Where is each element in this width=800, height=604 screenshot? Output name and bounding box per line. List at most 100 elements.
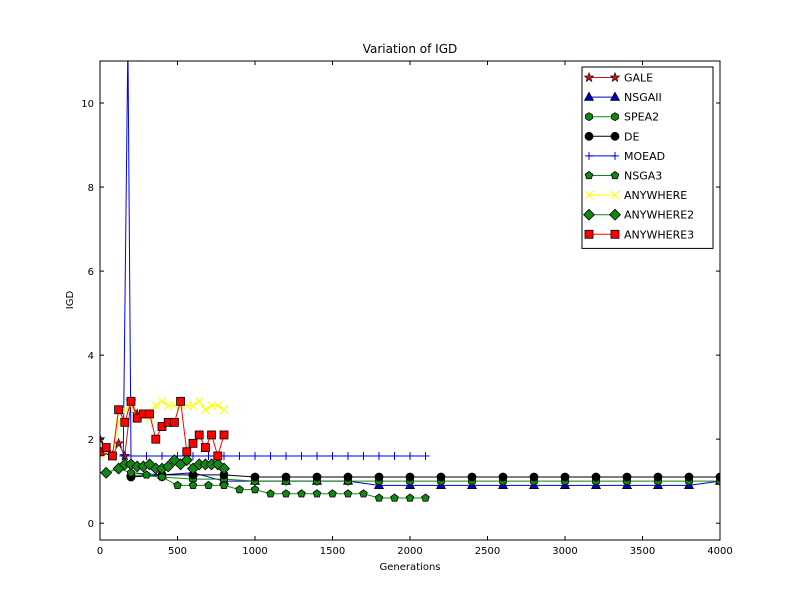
- x-tick-label: 4000: [707, 546, 732, 557]
- data-point-moead: [375, 451, 383, 460]
- legend-marker-anywhere: [610, 190, 620, 200]
- legend-label-anywhere: ANYWHERE: [624, 189, 687, 202]
- data-point-moead: [142, 451, 151, 460]
- data-point-nsga3: [126, 468, 136, 477]
- data-point-anywhere: [194, 396, 204, 406]
- legend-marker-nsgaii: [609, 91, 621, 101]
- legend-item-nsgaii: NSGAII: [583, 91, 662, 104]
- legend: GALE NSGAII SPEA2 DE MOEAD NSGA3 ANYWHERE ANYWH…: [581, 66, 714, 249]
- data-point-moead: [282, 451, 290, 460]
- legend-label-de: DE: [624, 130, 639, 143]
- y-tick-label: 8: [88, 183, 94, 194]
- legend-label-moead: MOEAD: [624, 150, 665, 163]
- legend-label-nsga3: NSGA3: [624, 170, 662, 183]
- series-line-nsgaii: [130, 472, 720, 486]
- legend-item-anywhere3: ANYWHERE3: [584, 228, 694, 241]
- data-point-anywhere3: [182, 447, 192, 457]
- data-point-anywhere3: [207, 430, 217, 440]
- y-tick-label: 0: [88, 519, 94, 530]
- data-point-anywhere3: [219, 430, 229, 440]
- data-point-de: [684, 472, 694, 482]
- data-point-anywhere3: [108, 451, 117, 461]
- legend-item-nsga3: NSGA3: [584, 170, 662, 183]
- legend-marker-nsgaii: [583, 91, 595, 101]
- data-point-nsga3: [250, 485, 260, 494]
- legend-marker-moead: [585, 151, 593, 160]
- legend-marker-anywhere2: [609, 208, 621, 221]
- series-line-nsga3: [106, 468, 426, 499]
- data-point-de: [653, 472, 663, 482]
- series-anywhere3: [100, 396, 229, 461]
- x-tick-label: 0: [97, 546, 103, 557]
- data-point-nsga3: [219, 480, 229, 490]
- x-tick-label: 2000: [397, 546, 422, 557]
- data-point-de: [622, 472, 632, 482]
- data-point-anywhere3: [101, 443, 111, 452]
- legend-item-gale: GALE: [583, 72, 653, 85]
- legend-marker-anywhere3: [610, 229, 620, 239]
- legend-label-gale: GALE: [624, 72, 653, 85]
- data-point-de: [405, 472, 415, 482]
- legend-label-spea2: SPEA2: [624, 111, 659, 124]
- legend-item-anywhere: ANYWHERE: [584, 189, 687, 202]
- data-point-anywhere: [151, 401, 161, 410]
- data-point-anywhere: [201, 405, 210, 415]
- x-tick-label: 3000: [552, 546, 577, 557]
- data-point-moead: [344, 451, 352, 460]
- data-point-anywhere3: [145, 409, 155, 419]
- series-line-moead: [122, 61, 426, 457]
- legend-label-anywhere3: ANYWHERE3: [624, 228, 694, 241]
- series-line-spea2: [130, 474, 720, 482]
- legend-marker-nsga3: [610, 171, 620, 180]
- legend-item-anywhere2: ANYWHERE2: [583, 208, 694, 222]
- data-point-moead: [235, 451, 244, 460]
- data-point-moead: [204, 451, 213, 460]
- data-point-nsga3: [173, 480, 182, 490]
- data-point-anywhere3: [188, 438, 198, 448]
- data-point-nsga3: [281, 489, 291, 498]
- data-point-nsga3: [157, 472, 167, 481]
- data-point-nsga3: [421, 493, 430, 502]
- data-point-anywhere2: [180, 454, 193, 467]
- data-point-nsga3: [188, 480, 198, 490]
- y-tick-label: 6: [88, 267, 94, 278]
- data-point-de: [281, 472, 291, 482]
- data-point-nsga3: [343, 489, 353, 498]
- y-tick-label: 4: [88, 351, 94, 362]
- data-point-anywhere: [163, 401, 173, 410]
- data-point-anywhere: [207, 401, 216, 410]
- data-point-de: [498, 472, 508, 482]
- data-point-anywhere3: [200, 443, 210, 452]
- data-point-de: [374, 472, 384, 482]
- legend-marker-anywhere3: [584, 229, 594, 239]
- legend-marker-spea2: [585, 112, 593, 122]
- y-tick-label: 2: [88, 435, 94, 446]
- legend-item-de: DE: [584, 130, 639, 143]
- data-point-anywhere2: [162, 460, 175, 473]
- x-tick-label: 1000: [242, 546, 267, 557]
- data-point-anywhere3: [126, 396, 136, 406]
- y-axis-label: IGD: [65, 291, 76, 310]
- data-point-nsga3: [359, 489, 368, 498]
- data-point-moead: [328, 451, 337, 460]
- series-layer: [100, 61, 720, 502]
- chart-title: Variation of IGD: [363, 42, 458, 56]
- data-point-de: [250, 472, 260, 482]
- data-point-de: [436, 472, 446, 482]
- legend-marker-anywhere2: [583, 208, 595, 221]
- data-point-moead: [266, 451, 275, 460]
- data-point-de: [715, 472, 720, 482]
- data-point-nsga3: [328, 489, 337, 498]
- data-point-nsga3: [374, 493, 384, 502]
- data-point-moead: [406, 451, 414, 460]
- data-point-nsga3: [297, 489, 306, 498]
- data-point-anywhere3: [194, 430, 204, 440]
- data-point-anywhere3: [213, 451, 223, 461]
- data-point-de: [529, 472, 539, 482]
- x-tick-label: 500: [168, 546, 187, 557]
- data-point-anywhere2: [218, 462, 230, 475]
- legend-marker-de: [610, 131, 620, 141]
- x-tick-label: 3500: [630, 546, 655, 557]
- data-point-nsga3: [405, 493, 415, 502]
- data-point-anywhere2: [168, 454, 181, 467]
